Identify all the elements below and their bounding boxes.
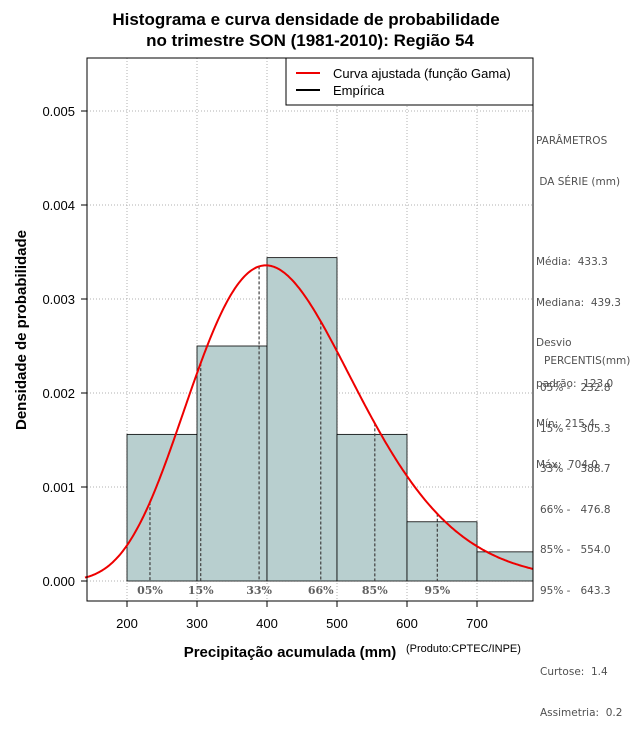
param-mean: Média: 433.3 [536,256,608,268]
percentile-lines [149,266,438,581]
kurtosis: Curtose: 1.4 [540,666,608,678]
percentile-33: 33% - 388.7 [540,463,611,475]
histogram-chart: Histograma e curva densidade de probabil… [13,10,534,660]
histogram-bar-600 [406,521,478,582]
percentile-labels: 05% 15% 33% 66% 85% 95% [137,584,451,597]
x-tick-label-200: 200 [116,616,138,631]
histogram-bar-200 [126,433,198,582]
percentile-85: 85% - 554.0 [540,544,611,556]
y-tick-label-2: 0.002 [42,386,75,401]
percentile-label-15%: 15% [188,584,214,597]
y-tick-label-0: 0.000 [42,574,75,589]
y-tick-label-1: 0.001 [42,480,75,495]
x-tick-label-300: 300 [186,616,208,631]
product-credit: (Produto:CPTEC/INPE) [406,643,521,655]
x-axis-title: Precipitação acumulada (mm) [184,644,397,660]
x-tick-label-600: 600 [396,616,418,631]
histogram-bars [126,257,534,582]
param-median: Mediana: 439.3 [536,296,621,309]
y-tick-label-4: 0.004 [42,198,75,213]
x-tick-label-700: 700 [466,616,488,631]
percentile-label-05%: 05% [137,584,163,597]
gamma-density-curve [84,264,534,579]
percentile-label-66%: 66% [308,584,334,597]
percentile-label-85%: 85% [362,584,388,597]
y-axis-title: Densidade de probabilidade [13,230,30,430]
param-sd: padrão: 123.0 [536,377,614,390]
series-parameters-panel: PARÂMETROS DA SÉRIE (mm) Média: 433.3 Me… [536,108,621,486]
y-tick-label-3: 0.003 [42,292,75,307]
axis-ticks: 200 300 400 500 600 700 0.000 0.001 0.002 0.003 0.… [42,104,487,631]
percentile-label-33%: 33% [246,584,272,597]
params-title-2: DA SÉRIE (mm) [536,175,621,188]
legend-empirical-label: Empírica [333,83,385,98]
param-max: Máx: 704.0 [536,458,598,471]
legend: Curva ajustada (função Gama) Empírica [285,57,534,106]
percentile-66: 66% - 476.8 [540,503,611,516]
y-tick-label-5: 0.005 [42,104,75,119]
percentile-label-95%: 95% [424,584,450,597]
chart-title-line-1: Histograma e curva densidade de probabil… [112,10,499,29]
param-min: Mín: 215.4 [536,418,595,430]
skewness: Assimetria: 0.2 [540,706,623,719]
histogram-bar-300 [196,345,268,582]
x-tick-label-500: 500 [326,616,348,631]
x-tick-label-400: 400 [256,616,278,631]
legend-box [285,57,534,106]
param-sd-label: Desvio [536,337,572,349]
percentiles-title: PERCENTIS(mm) [544,355,631,367]
percentile-15: 15% - 305.3 [540,422,611,435]
chart-title-line-2: no trimestre SON (1981-2010): Região 54 [146,31,474,50]
percentiles-list: 05% - 232.8 15% - 305.3 33% - 388.7 66% … [540,355,622,734]
percentiles-panel: PERCENTIS(mm) [544,328,630,382]
percentile-05: 05% - 232.8 [540,382,611,394]
params-title-1: PARÂMETROS [536,135,608,147]
histogram-bar-400 [266,257,338,582]
percentile-95: 95% - 643.3 [540,584,611,597]
legend-curve-label: Curva ajustada (função Gama) [333,66,511,81]
histogram-bar-500 [336,433,408,582]
